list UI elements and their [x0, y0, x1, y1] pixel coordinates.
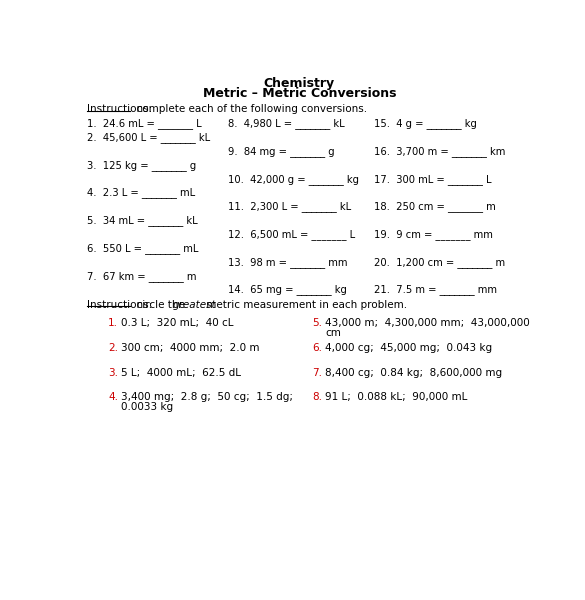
Text: circle the: circle the [130, 300, 188, 310]
Text: 3.  125 kg = _______ g: 3. 125 kg = _______ g [87, 160, 197, 170]
Text: 21.  7.5 m = _______ mm: 21. 7.5 m = _______ mm [374, 284, 497, 295]
Text: 17.  300 mL = _______ L: 17. 300 mL = _______ L [374, 173, 491, 185]
Text: 9.  84 mg = _______ g: 9. 84 mg = _______ g [228, 146, 335, 157]
Text: 1.: 1. [108, 319, 118, 328]
Text: 4.  2.3 L = _______ mL: 4. 2.3 L = _______ mL [87, 187, 195, 199]
Text: 0.3 L;  320 mL;  40 cL: 0.3 L; 320 mL; 40 cL [121, 319, 233, 328]
Text: 13.  98 m = _______ mm: 13. 98 m = _______ mm [228, 257, 347, 268]
Text: greatest: greatest [173, 300, 216, 310]
Text: 0.0033 kg: 0.0033 kg [121, 403, 173, 412]
Text: 18.  250 cm = _______ m: 18. 250 cm = _______ m [374, 202, 495, 212]
Text: 5.: 5. [312, 319, 322, 328]
Text: 5 L;  4000 mL;  62.5 dL: 5 L; 4000 mL; 62.5 dL [121, 368, 241, 377]
Text: 2.  45,600 L = _______ kL: 2. 45,600 L = _______ kL [87, 132, 210, 143]
Text: Instructions:: Instructions: [87, 104, 152, 115]
Text: 11.  2,300 L = _______ kL: 11. 2,300 L = _______ kL [228, 202, 351, 212]
Text: Chemistry: Chemistry [264, 77, 335, 89]
Text: 300 cm;  4000 mm;  2.0 m: 300 cm; 4000 mm; 2.0 m [121, 343, 260, 353]
Text: 2.: 2. [108, 343, 118, 353]
Text: 3.: 3. [108, 368, 118, 377]
Text: 4.: 4. [108, 392, 118, 403]
Text: 6.  550 L = _______ mL: 6. 550 L = _______ mL [87, 243, 198, 254]
Text: 16.  3,700 m = _______ km: 16. 3,700 m = _______ km [374, 146, 505, 157]
Text: 7.  67 km = _______ m: 7. 67 km = _______ m [87, 271, 197, 281]
Text: 5.  34 mL = _______ kL: 5. 34 mL = _______ kL [87, 215, 198, 226]
Text: 14.  65 mg = _______ kg: 14. 65 mg = _______ kg [228, 284, 347, 295]
Text: 43,000 m;  4,300,000 mm;  43,000,000: 43,000 m; 4,300,000 mm; 43,000,000 [325, 319, 530, 328]
Text: Instructions:: Instructions: [87, 300, 152, 310]
Text: 15.  4 g = _______ kg: 15. 4 g = _______ kg [374, 118, 477, 129]
Text: 3,400 mg;  2.8 g;  50 cg;  1.5 dg;: 3,400 mg; 2.8 g; 50 cg; 1.5 dg; [121, 392, 293, 403]
Text: 6.: 6. [312, 343, 322, 353]
Text: 8.  4,980 L = _______ kL: 8. 4,980 L = _______ kL [228, 118, 345, 129]
Text: 10.  42,000 g = _______ kg: 10. 42,000 g = _______ kg [228, 173, 359, 185]
Text: cm: cm [325, 328, 341, 338]
Text: 12.  6,500 mL = _______ L: 12. 6,500 mL = _______ L [228, 229, 355, 240]
Text: metric measurement in each problem.: metric measurement in each problem. [204, 300, 407, 310]
Text: 19.  9 cm = _______ mm: 19. 9 cm = _______ mm [374, 229, 493, 240]
Text: 20.  1,200 cm = _______ m: 20. 1,200 cm = _______ m [374, 257, 505, 268]
Text: 8.: 8. [312, 392, 322, 403]
Text: 8,400 cg;  0.84 kg;  8,600,000 mg: 8,400 cg; 0.84 kg; 8,600,000 mg [325, 368, 502, 377]
Text: 1.  24.6 mL = _______ L: 1. 24.6 mL = _______ L [87, 118, 202, 129]
Text: 7.: 7. [312, 368, 322, 377]
Text: 91 L;  0.088 kL;  90,000 mL: 91 L; 0.088 kL; 90,000 mL [325, 392, 467, 403]
Text: complete each of the following conversions.: complete each of the following conversio… [130, 104, 367, 115]
Text: 4,000 cg;  45,000 mg;  0.043 kg: 4,000 cg; 45,000 mg; 0.043 kg [325, 343, 492, 353]
Text: Metric – Metric Conversions: Metric – Metric Conversions [202, 86, 396, 100]
